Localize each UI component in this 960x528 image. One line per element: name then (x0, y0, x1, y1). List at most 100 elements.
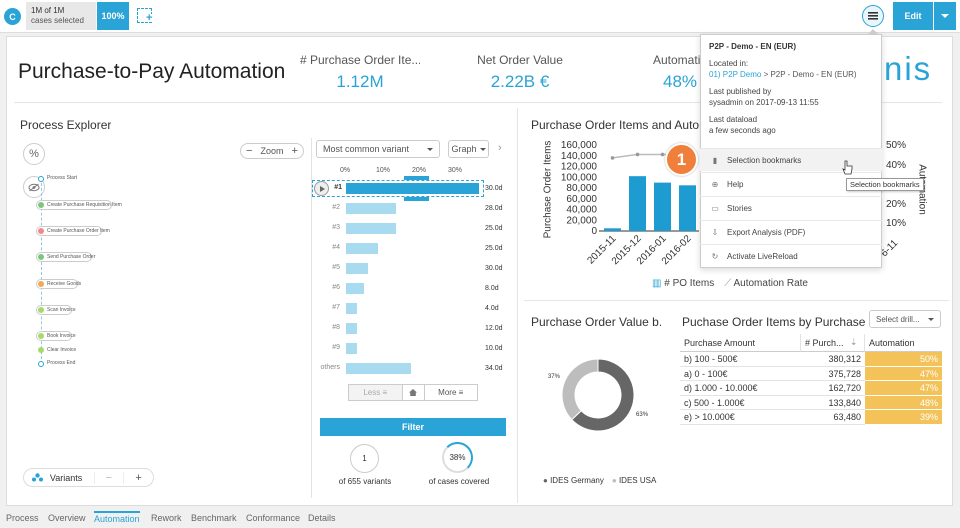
y-tick-label: 40,000 (566, 205, 597, 216)
tab-overview[interactable]: Overview (48, 513, 86, 523)
tab-automation[interactable]: Automation (94, 511, 140, 524)
donut-slice[interactable] (561, 358, 599, 421)
table-cell: c) 500 - 1.000€ (680, 396, 801, 410)
add-variant-button[interactable]: + (123, 471, 153, 484)
table-title: Puchase Order Items by Purchase Am (682, 315, 868, 329)
refresh-icon: ↻ (711, 251, 719, 261)
bar-chart-title: Purchase Order Items and Automa (531, 118, 701, 132)
table-header-cell[interactable]: # Purch... (801, 334, 865, 352)
more-button[interactable]: More ≡ (425, 385, 478, 400)
menu-button[interactable] (862, 5, 884, 27)
variant-bar[interactable] (346, 263, 368, 274)
variant-bar[interactable] (346, 323, 357, 334)
process-node-dot (38, 254, 44, 260)
variant-bar[interactable] (346, 223, 397, 234)
selected-variant-row[interactable] (312, 180, 484, 197)
tab-conformance[interactable]: Conformance (246, 513, 301, 523)
remove-variant-button[interactable]: − (93, 471, 124, 484)
tooltip: Selection bookmarks (846, 178, 924, 191)
percent-toggle-button[interactable]: % (23, 143, 45, 165)
graph-select[interactable]: Graph (448, 140, 489, 158)
filter-button[interactable]: Filter (320, 418, 506, 436)
play-button[interactable] (314, 181, 329, 196)
variant-bar[interactable] (346, 283, 364, 294)
published-value: sysadmin on 2017-09-13 11:55 (709, 98, 819, 107)
automation-rate-point[interactable] (635, 152, 640, 157)
legend-item-germany[interactable]: ● IDES Germany (543, 476, 604, 485)
process-node[interactable] (36, 252, 92, 262)
cases-count: 1M of 1M (31, 6, 65, 15)
dataload-value: a few seconds ago (709, 126, 776, 135)
drill-select[interactable]: Select drill... (869, 310, 941, 328)
variant-axis-tick: 0% (340, 167, 351, 174)
tab-details[interactable]: Details (308, 513, 336, 523)
less-button[interactable]: Less ≡ (349, 385, 403, 400)
table-header-cell[interactable]: Purchase Amount (680, 334, 801, 352)
tab-benchmark[interactable]: Benchmark (191, 513, 237, 523)
zoom-control[interactable]: − Zoom + (240, 143, 304, 159)
automation-rate-point[interactable] (660, 152, 665, 157)
po-items-bar[interactable] (654, 182, 671, 231)
variant-select[interactable]: Most common variant (316, 140, 440, 158)
menu-item-live-reload[interactable]: ↻ Activate LiveReload (700, 244, 882, 267)
menu-item-selection-bookmarks[interactable]: ▮ Selection bookmarks (700, 148, 882, 171)
po-items-bar[interactable] (679, 185, 696, 231)
table-header-cell[interactable]: Automation (865, 334, 942, 352)
process-node-dot (38, 281, 44, 287)
menu-item-export-pdf[interactable]: ⇩ Export Analysis (PDF) (700, 220, 882, 243)
y-tick-label: 60,000 (566, 194, 597, 205)
legend-item-usa[interactable]: ● IDES USA (612, 476, 656, 485)
variants-label: Variants (49, 472, 83, 483)
po-items-bar[interactable] (604, 228, 621, 231)
po-items-bar[interactable] (629, 176, 646, 231)
sort-icon[interactable]: ⇣ (850, 337, 858, 347)
variant-bar[interactable] (346, 343, 357, 354)
process-node[interactable] (38, 361, 44, 367)
process-node[interactable] (36, 200, 112, 210)
process-node-dot (38, 228, 44, 234)
variant-bar[interactable] (346, 303, 357, 314)
celonis-logo[interactable]: C (4, 8, 21, 25)
kpi-value: 2.22B € (490, 72, 550, 91)
line-chart-icon: ⟋ (724, 278, 732, 289)
variant-duration: 34.0d (485, 365, 503, 372)
process-node[interactable] (38, 176, 44, 182)
tab-process[interactable]: Process (6, 513, 39, 523)
bar-chart-icon: ▥ (652, 278, 662, 289)
variant-duration: 4.0d (485, 305, 499, 312)
chevron-right-icon[interactable]: › (498, 142, 502, 154)
legend-item-po-items[interactable]: ▥ # PO Items (652, 278, 714, 289)
tab-rework[interactable]: Rework (151, 513, 182, 523)
variant-bar[interactable] (346, 183, 480, 194)
edit-dropdown-button[interactable] (934, 2, 956, 30)
variant-axis-tick: 10% (376, 167, 391, 174)
menu-item-stories[interactable]: ▭ Stories (700, 196, 882, 219)
process-flow-line (41, 178, 42, 364)
zoom-in-icon[interactable]: + (291, 145, 298, 157)
cases-selection[interactable] (26, 2, 96, 30)
menu-item-help[interactable]: ⊕ Help (700, 172, 882, 195)
table-cell: 133,840 (801, 396, 865, 410)
table-cell: 48% (865, 395, 942, 410)
edit-button[interactable]: Edit (893, 2, 933, 30)
process-node-dot (38, 202, 44, 208)
variant-bar[interactable] (346, 243, 379, 254)
popup-arrow (867, 29, 879, 35)
process-node[interactable] (36, 331, 72, 341)
process-node[interactable] (36, 279, 78, 289)
variant-bar[interactable] (346, 203, 397, 214)
process-activity-label: Scan Invoice (47, 307, 76, 313)
automation-rate-point[interactable] (610, 156, 615, 160)
variant-duration: 25.0d (485, 225, 503, 232)
zoom-out-icon[interactable]: − (246, 145, 253, 157)
zoom-label: Zoom (260, 146, 284, 156)
home-button[interactable] (403, 385, 425, 400)
variant-bar[interactable] (346, 363, 411, 374)
donut-slice[interactable] (571, 358, 635, 432)
process-node[interactable] (36, 226, 102, 236)
variant-duration: 10.0d (485, 345, 503, 352)
legend-item-automation[interactable]: ⟋ Automation Rate (724, 278, 808, 289)
process-node[interactable] (36, 305, 72, 315)
divider (14, 102, 942, 103)
located-link[interactable]: 01) P2P Demo (709, 70, 762, 79)
